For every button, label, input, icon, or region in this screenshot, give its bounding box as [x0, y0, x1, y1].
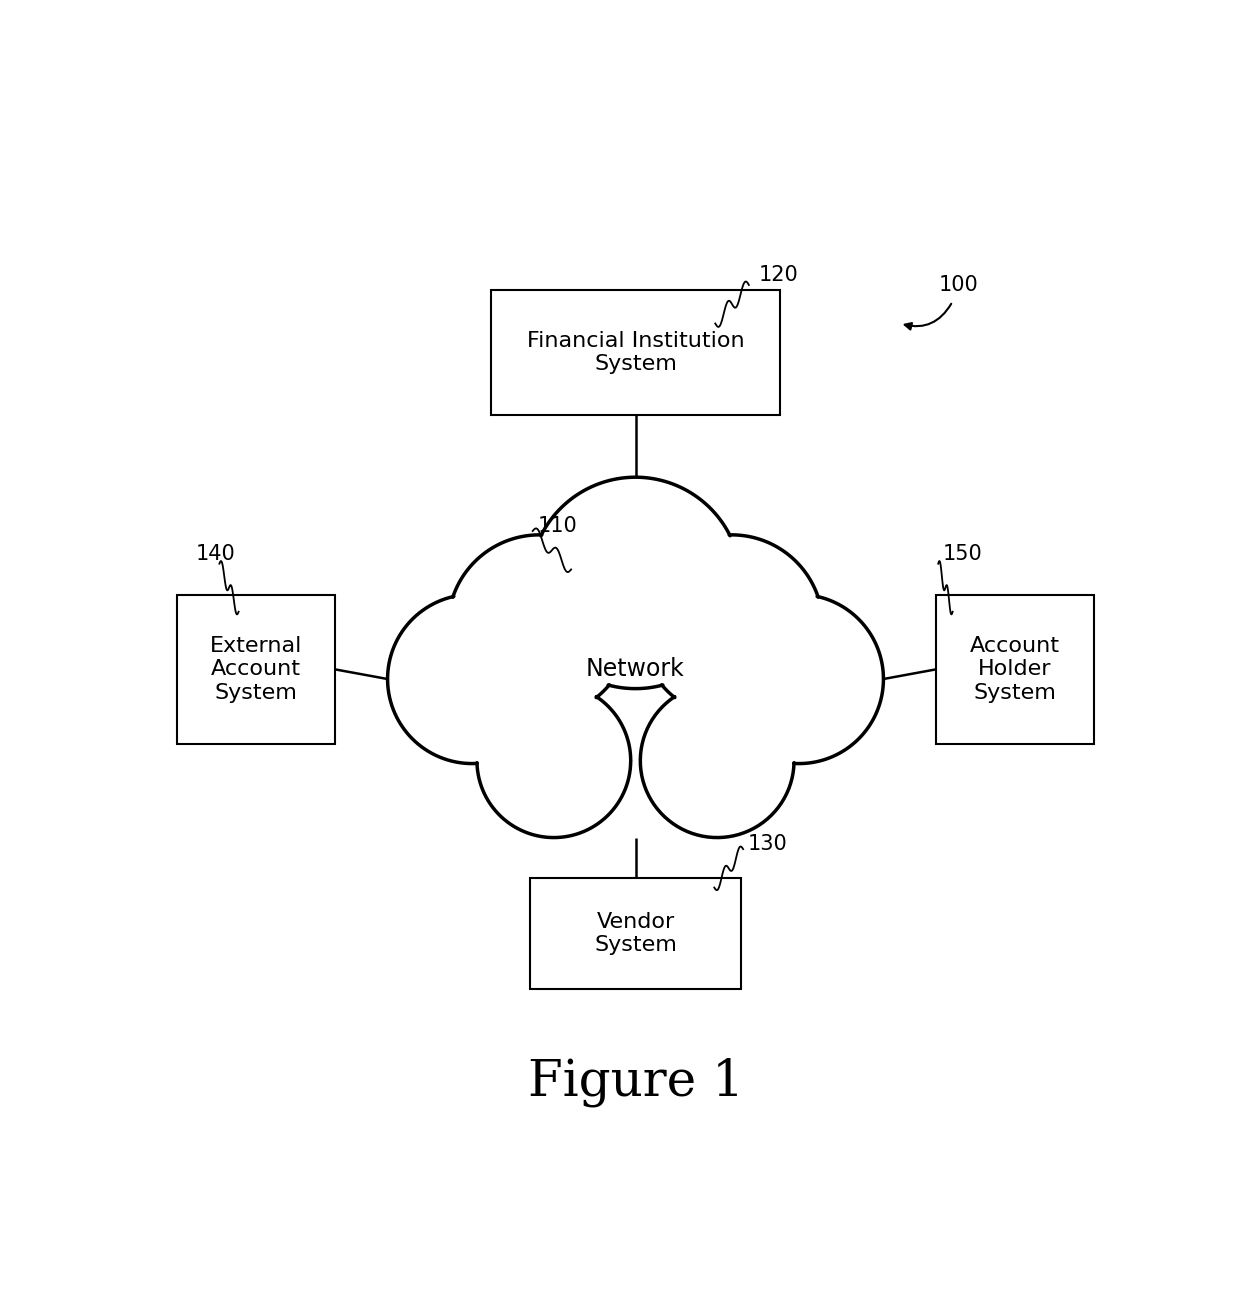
FancyBboxPatch shape — [491, 289, 780, 415]
Text: Network: Network — [587, 658, 684, 681]
Text: Account
Holder
System: Account Holder System — [970, 637, 1060, 703]
Text: Financial Institution
System: Financial Institution System — [527, 331, 744, 374]
Text: 110: 110 — [537, 516, 578, 536]
FancyBboxPatch shape — [529, 878, 742, 988]
Text: 130: 130 — [748, 834, 787, 855]
Text: 100: 100 — [939, 275, 978, 294]
FancyBboxPatch shape — [176, 595, 335, 744]
Text: Figure 1: Figure 1 — [527, 1058, 744, 1108]
Polygon shape — [388, 477, 883, 838]
Text: Vendor
System: Vendor System — [594, 912, 677, 956]
Text: 140: 140 — [196, 543, 236, 564]
Text: 150: 150 — [942, 543, 983, 564]
Text: External
Account
System: External Account System — [210, 637, 303, 703]
FancyBboxPatch shape — [936, 595, 1095, 744]
Text: 120: 120 — [759, 266, 799, 285]
